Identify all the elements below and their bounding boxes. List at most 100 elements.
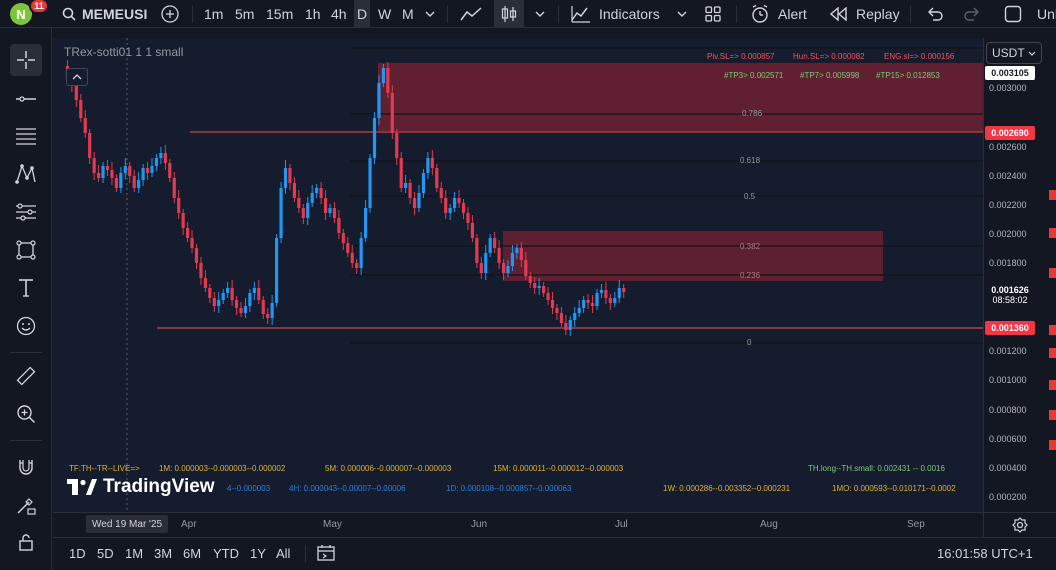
compare-button[interactable] <box>158 0 182 28</box>
chart-type-dropdown[interactable] <box>532 0 548 28</box>
crosshair-date-label: Wed 19 Mar '25 <box>86 515 169 533</box>
side-marker <box>1049 348 1056 358</box>
candle-body <box>412 198 417 208</box>
alert-button[interactable]: Alert <box>750 0 807 28</box>
separator <box>305 545 306 563</box>
timeframe-dropdown[interactable] <box>422 0 438 28</box>
zoom-tool[interactable] <box>10 398 42 430</box>
candle-body <box>230 288 234 300</box>
currency-selector[interactable]: USDT <box>986 42 1042 64</box>
candle-body <box>355 263 359 268</box>
candle-body <box>279 188 283 238</box>
range-1y[interactable]: 1Y <box>250 546 266 561</box>
ruler-icon <box>16 366 36 386</box>
price-label: 0.003000 <box>989 83 1027 93</box>
candle-body <box>199 263 203 278</box>
range-1m[interactable]: 1M <box>125 546 144 561</box>
candle-body <box>315 188 319 193</box>
tf-5m[interactable]: 5m <box>235 6 255 22</box>
candles-chart-button[interactable] <box>494 0 524 28</box>
tf-15m[interactable]: 15m <box>266 6 294 22</box>
candle-body <box>595 293 599 306</box>
shape-tool[interactable] <box>10 234 42 266</box>
range-ytd[interactable]: YTD <box>213 546 239 561</box>
drawing-toolbar <box>0 28 52 570</box>
range-all[interactable]: All <box>276 546 291 561</box>
candle-body <box>226 288 230 293</box>
text-tool[interactable] <box>10 272 42 304</box>
candle-body <box>444 198 448 213</box>
lock-tool[interactable] <box>10 526 42 558</box>
pattern-tool[interactable] <box>10 158 42 190</box>
candle-body <box>119 173 123 188</box>
collapse-legend-button[interactable] <box>66 68 88 86</box>
range-3m[interactable]: 3M <box>154 546 173 561</box>
user-avatar[interactable]: N <box>10 3 32 25</box>
indicators-dropdown[interactable] <box>674 0 690 28</box>
utc-clock[interactable]: 16:01:58 UTC+1 <box>937 546 1033 561</box>
indicators-button[interactable]: Indicators <box>571 0 660 28</box>
unlock-button-truncated[interactable]: Unl <box>1037 6 1056 22</box>
tf-1mo-text: 1MO: 0.000593--0.010171--0.0002 <box>832 484 956 493</box>
piv-sl-text: Piv.SL=> 0.000857 <box>707 52 775 61</box>
forecast-tool[interactable] <box>10 196 42 228</box>
layouts-button[interactable] <box>702 0 724 28</box>
tf-4h[interactable]: 4h <box>331 6 347 22</box>
go-to-date-button[interactable] <box>316 544 336 567</box>
pencil-lock-icon <box>17 498 36 515</box>
time-label-jul: Jul <box>615 519 628 530</box>
tf-1w[interactable]: W <box>378 6 392 22</box>
fullscreen-button[interactable] <box>1000 0 1026 28</box>
candle-body <box>604 290 608 298</box>
candle-body <box>479 263 483 273</box>
fib-label-0786: 0.786 <box>742 109 763 118</box>
line-chart-button[interactable] <box>457 0 485 28</box>
candle-body <box>510 253 515 266</box>
tradingview-watermark[interactable]: TradingView <box>67 476 215 498</box>
chevron-down-icon <box>677 11 687 17</box>
resistance-zone <box>378 63 983 131</box>
candle-body <box>123 166 127 173</box>
fib-tool[interactable] <box>10 120 42 152</box>
tf-1h[interactable]: 1h <box>305 6 321 22</box>
time-label-sep: Sep <box>907 519 925 530</box>
indicator-legend[interactable]: TRex-sotti01 1 1 small <box>64 45 184 59</box>
candle-body <box>519 248 523 260</box>
crosshair-tool[interactable] <box>10 44 42 76</box>
alert-label: Alert <box>778 6 807 22</box>
range-6m[interactable]: 6M <box>183 546 202 561</box>
candle-body <box>186 228 190 238</box>
chart-settings-button[interactable] <box>983 512 1056 537</box>
range-1d[interactable]: 1D <box>69 546 86 561</box>
measure-tool[interactable] <box>10 360 42 392</box>
candle-body <box>248 293 252 306</box>
candle-body <box>359 238 363 268</box>
grid-icon <box>705 6 721 22</box>
tf-1mo[interactable]: M <box>402 6 414 22</box>
redo-button[interactable] <box>961 0 983 28</box>
icon-tool[interactable] <box>10 310 42 342</box>
drawing-mode-tool[interactable] <box>10 490 42 522</box>
separator <box>910 5 911 23</box>
range-5d[interactable]: 5D <box>97 546 114 561</box>
calendar-range-icon <box>317 545 335 561</box>
candle-body <box>435 168 439 188</box>
replay-button[interactable]: Replay <box>830 0 900 28</box>
chart-pane[interactable] <box>53 38 983 535</box>
symbol-search[interactable]: MEMEUSI <box>62 0 147 28</box>
hun-sl-text: Hun.SL=> 0.000082 <box>793 52 865 61</box>
time-axis[interactable] <box>53 512 983 537</box>
candle-body <box>346 243 350 253</box>
tf-1m[interactable]: 1m <box>204 6 224 22</box>
time-label-jun: Jun <box>471 519 488 530</box>
price-label: 0.001000 <box>989 375 1027 385</box>
candle-body <box>261 300 265 314</box>
magnet-tool[interactable] <box>10 452 42 484</box>
tf-1d-active[interactable]: D <box>354 0 371 28</box>
candle-body <box>288 168 292 183</box>
candle-body <box>466 213 470 223</box>
trend-line-tool[interactable] <box>10 83 42 115</box>
undo-button[interactable] <box>924 0 946 28</box>
candle-body <box>582 300 586 308</box>
tf-15m-text: 15M: 0.000011--0.000012--0.000003 <box>493 464 624 473</box>
